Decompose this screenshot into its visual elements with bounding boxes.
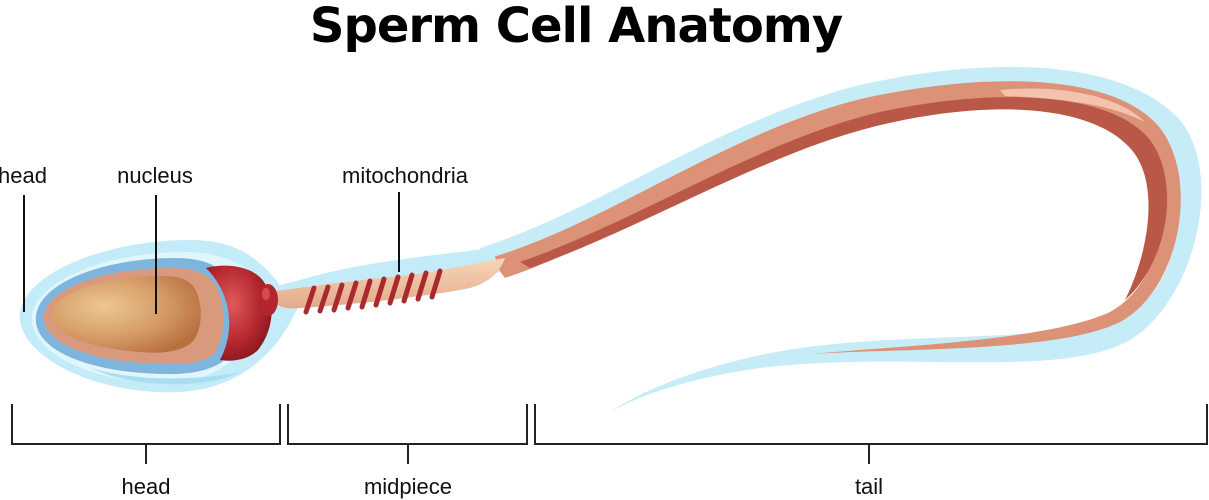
tail-highlight xyxy=(1000,88,1145,122)
label-nucleus: nucleus xyxy=(117,163,193,188)
nucleus-shape xyxy=(51,276,201,353)
label-tail: tail xyxy=(855,474,883,499)
tail-stripe-dark xyxy=(520,97,1168,301)
head-membrane-highlight xyxy=(90,368,240,385)
tail-flagellum xyxy=(490,81,1181,355)
tail-shape xyxy=(480,66,1202,412)
mitochondria-bands xyxy=(303,268,443,315)
label-head-top: head xyxy=(0,163,47,188)
neck-knob xyxy=(258,284,278,316)
label-midpiece: midpiece xyxy=(364,474,452,499)
head-shape xyxy=(35,258,278,385)
midpiece-bracket xyxy=(287,404,528,464)
diagram-title: Sperm Cell Anatomy xyxy=(310,0,843,54)
tail-membrane xyxy=(480,66,1202,412)
neck-shape xyxy=(206,265,272,361)
tail-bracket xyxy=(534,404,1208,464)
head-bracket xyxy=(11,404,281,464)
label-head-bottom: head xyxy=(122,474,171,499)
label-mitochondria: mitochondria xyxy=(342,163,469,188)
neck-knob-highlight xyxy=(262,288,270,300)
midpiece-shape xyxy=(268,258,505,315)
